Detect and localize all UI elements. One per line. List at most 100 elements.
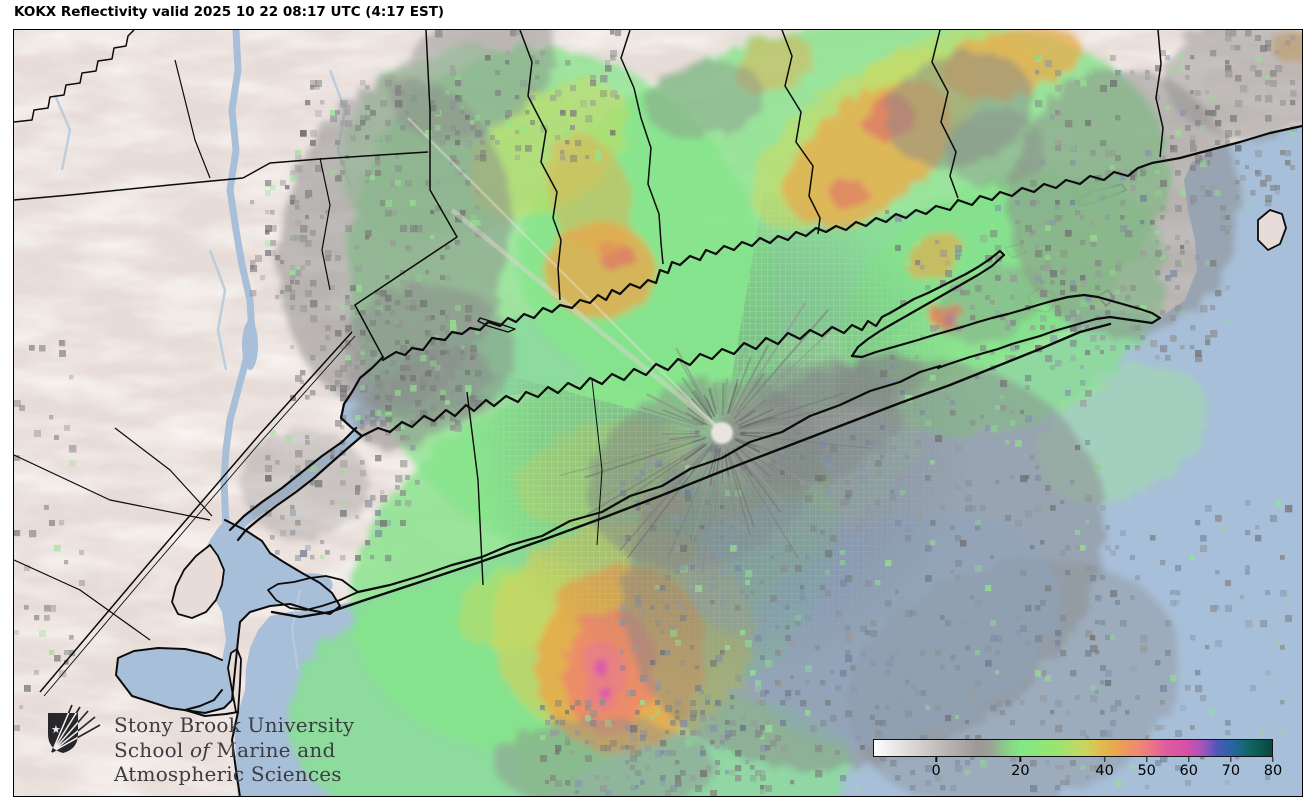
radar-speckle <box>1160 700 1165 705</box>
radar-speckle <box>515 155 521 161</box>
radar-speckle <box>490 135 495 140</box>
radar-speckle <box>890 430 897 437</box>
radar-speckle <box>1045 585 1052 592</box>
radar-speckle <box>1055 145 1062 152</box>
radar-speckle <box>395 425 402 432</box>
radar-speckle <box>1215 105 1220 110</box>
ct-county-2 <box>781 30 821 235</box>
radar-speckle <box>935 240 940 245</box>
radar-speckle <box>360 460 365 465</box>
radar-speckle <box>1035 250 1043 258</box>
radar-speckle <box>59 340 66 347</box>
radar-speckle <box>1010 755 1017 762</box>
radar-speckle <box>360 360 366 366</box>
radar-speckle <box>1055 725 1063 733</box>
radar-speckle <box>335 330 342 337</box>
radar-spoke <box>677 451 711 501</box>
radar-speckle <box>305 260 311 266</box>
radar-speckle <box>635 595 641 601</box>
radar-speckle <box>1155 250 1162 257</box>
radar-speckle <box>290 305 295 310</box>
radar-speckle <box>1045 355 1053 363</box>
radar-speckle <box>1250 190 1256 196</box>
block-island <box>1257 209 1287 251</box>
radar-speckle <box>1060 265 1068 273</box>
radar-speckle <box>480 140 485 145</box>
radar-speckle <box>365 170 372 177</box>
radar-speckle <box>720 505 725 510</box>
radar-speckle <box>1055 785 1060 790</box>
radar-speckle <box>1245 750 1253 758</box>
radar-speckle <box>380 330 385 335</box>
radar-speckle <box>1125 230 1133 238</box>
radar-speckle <box>270 430 276 436</box>
radar-speckle <box>385 430 391 436</box>
radar-speckle <box>1020 700 1025 705</box>
radar-speckle <box>825 700 831 706</box>
radar-speckle <box>825 455 833 463</box>
radar-speckle <box>610 130 616 136</box>
radar-speckle <box>920 650 926 656</box>
radar-speckle <box>1115 155 1121 161</box>
radar-speckle <box>995 670 1000 675</box>
radar-speckle <box>1040 720 1046 726</box>
radar-speckle <box>315 110 322 117</box>
radar-speckle <box>1075 310 1080 315</box>
radar-speckle <box>600 720 605 725</box>
radar-speckle <box>350 345 356 351</box>
radar-speckle <box>425 315 432 322</box>
radar-speckle <box>370 110 376 116</box>
radar-speckle <box>760 755 766 761</box>
radar-speckle <box>430 385 437 392</box>
radar-speckle <box>585 715 592 722</box>
radar-speckle <box>470 345 477 352</box>
radar-speckle <box>1245 30 1252 37</box>
radar-speckle <box>1215 120 1222 127</box>
radar-speckle <box>1055 305 1061 311</box>
radar-speckle <box>590 100 596 106</box>
radar-speckle <box>1290 90 1297 97</box>
radar-speckle <box>1000 395 1005 400</box>
radar-speckle <box>955 765 963 773</box>
hudson-river <box>220 30 256 526</box>
radar-speckle <box>525 145 532 152</box>
radar-speckle <box>340 160 346 166</box>
radar-speckle <box>600 745 607 752</box>
radar-speckle <box>965 720 970 725</box>
radar-speckle <box>425 180 432 187</box>
radar-speckle <box>625 760 630 765</box>
radar-speckle <box>385 415 393 423</box>
radar-speckle <box>375 380 383 388</box>
radar-speckle <box>29 530 37 538</box>
radar-speckle <box>680 545 688 553</box>
radar-speckle <box>340 365 348 373</box>
radar-speckle <box>59 730 64 735</box>
radar-speckle <box>455 130 461 136</box>
radar-speckle <box>355 515 360 520</box>
radar-speckle <box>870 630 878 638</box>
radar-speckle <box>805 680 810 685</box>
radar-speckle <box>895 215 902 222</box>
radar-speckle <box>310 355 316 361</box>
radar-speckle <box>1045 485 1051 491</box>
radar-speckle <box>24 565 31 572</box>
radar-speckle <box>1245 530 1251 536</box>
radar-speckle <box>640 780 645 785</box>
radar-speckle <box>290 265 297 272</box>
radar-speckle <box>1155 230 1160 235</box>
radar-speckle <box>585 700 591 706</box>
radar-spoke <box>667 445 717 558</box>
radar-site-marker <box>711 422 733 444</box>
radar-speckle <box>890 380 895 385</box>
radar-speckle <box>1105 635 1110 640</box>
radar-speckle <box>1290 100 1296 106</box>
radar-speckle <box>365 105 371 111</box>
radar-speckle <box>1070 285 1077 292</box>
radar-speckle <box>415 375 420 380</box>
radar-speckle <box>635 710 640 715</box>
radar-spoke <box>734 439 760 454</box>
radar-speckle <box>1010 475 1015 480</box>
radar-speckle <box>890 495 896 501</box>
radar-speckle <box>1045 225 1052 232</box>
radar-speckle <box>1225 320 1230 325</box>
